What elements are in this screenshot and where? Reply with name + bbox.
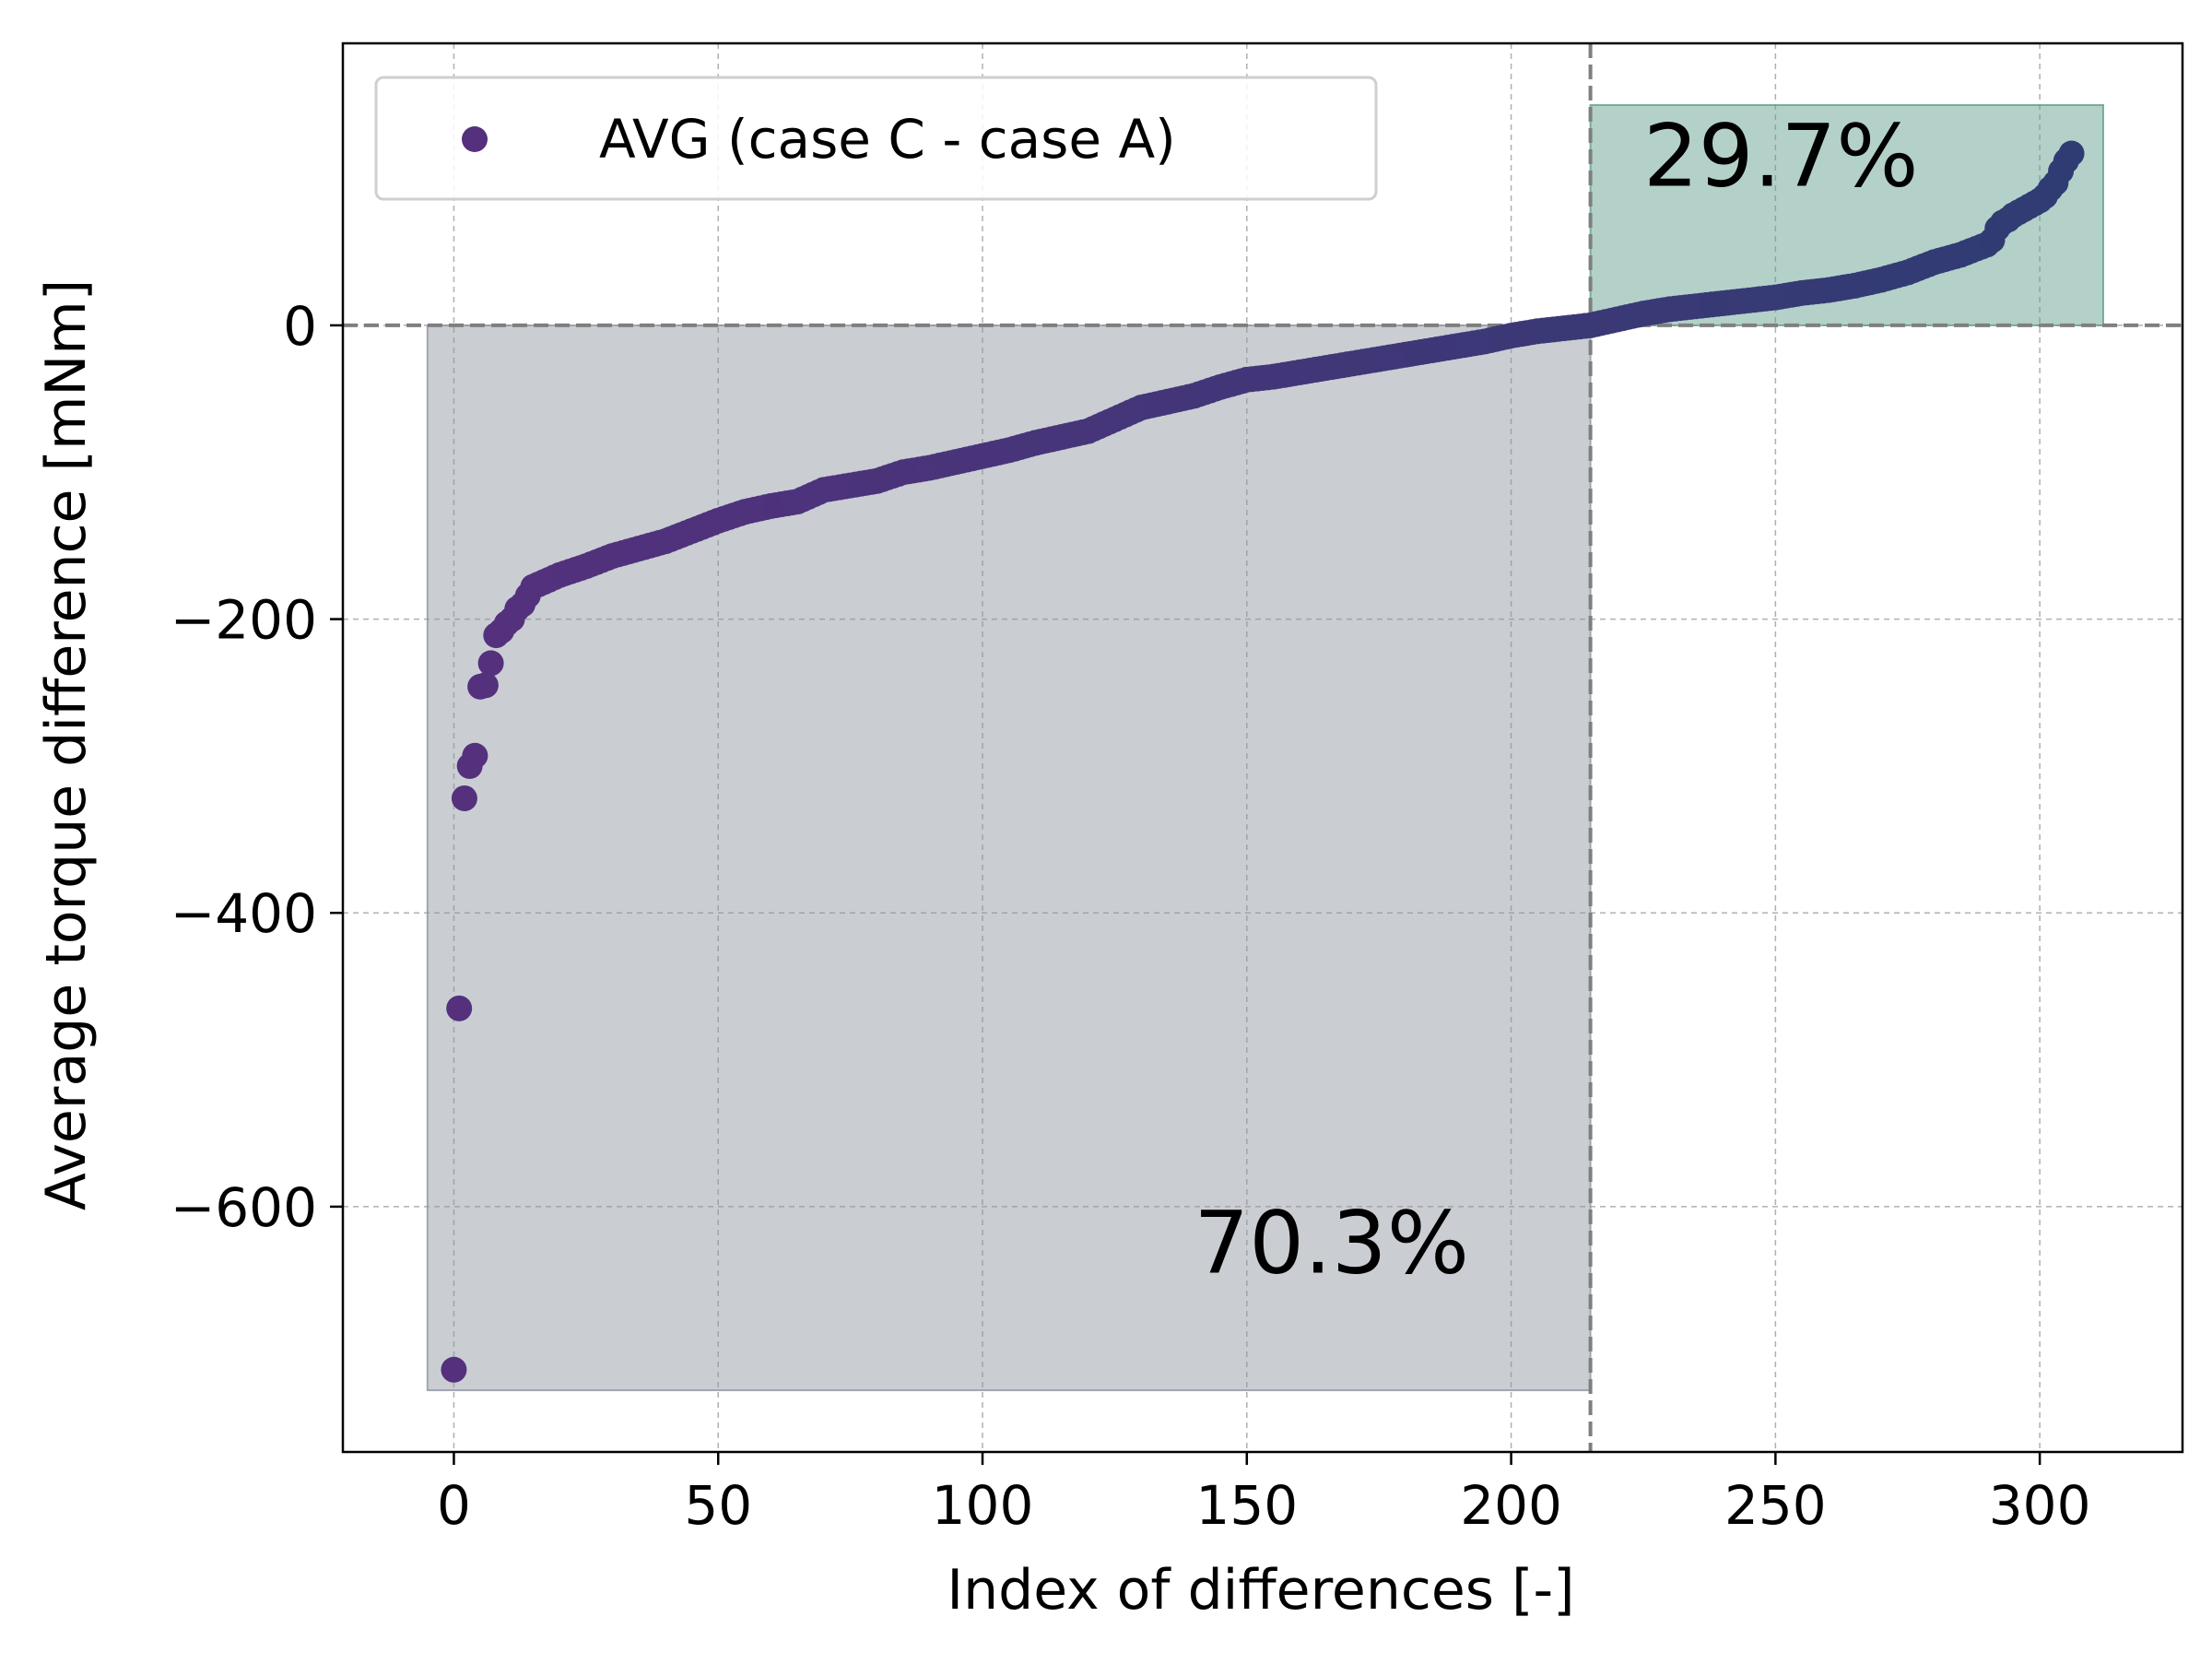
reference-lines — [343, 43, 2183, 1452]
point-0-6 — [472, 672, 499, 699]
x-tick-label-0: 0 — [437, 1474, 471, 1537]
x-tick-label-6: 300 — [1989, 1474, 2091, 1537]
y-axis-label: Average torque difference [mNm] — [34, 279, 99, 1210]
x-tick-label-3: 150 — [1195, 1474, 1298, 1537]
x-tick-label-4: 200 — [1460, 1474, 1562, 1537]
y-tick-label-2: −200 — [171, 589, 317, 652]
y-tick-label-0: −600 — [171, 1176, 317, 1239]
point-0-4 — [462, 742, 488, 769]
plot-frame — [341, 41, 2184, 1454]
x-tick-label-5: 250 — [1724, 1474, 1827, 1537]
legend-label: AVG (case C - case A) — [599, 108, 1176, 171]
x-axis-label: Index of differences [-] — [947, 1558, 1574, 1623]
region-0 — [426, 324, 1592, 1392]
point-0-306 — [2058, 140, 2085, 167]
legend: AVG (case C - case A) — [374, 76, 1378, 201]
legend-marker — [462, 126, 488, 152]
data-points — [441, 140, 2085, 1383]
y-tick-label-1: −400 — [171, 882, 317, 945]
point-0-7 — [477, 650, 504, 677]
point-0-1 — [446, 995, 473, 1021]
x-tick-label-2: 100 — [932, 1474, 1034, 1537]
legend-frame — [374, 76, 1378, 201]
region-annotations: 70.3% 29.7% — [1194, 107, 1918, 1294]
y-tick-label-3: 0 — [283, 295, 317, 358]
region-label-0: 70.3% — [1194, 1194, 1469, 1294]
axis-ticks: 0 50 100 150 200 250 300 −600 −400 −200 0 — [171, 295, 2091, 1537]
region-label-1: 29.7% — [1643, 107, 1919, 207]
shaded-regions — [426, 103, 2104, 1392]
point-0-0 — [441, 1356, 467, 1383]
x-tick-label-1: 50 — [684, 1474, 752, 1537]
point-0-2 — [451, 785, 477, 811]
